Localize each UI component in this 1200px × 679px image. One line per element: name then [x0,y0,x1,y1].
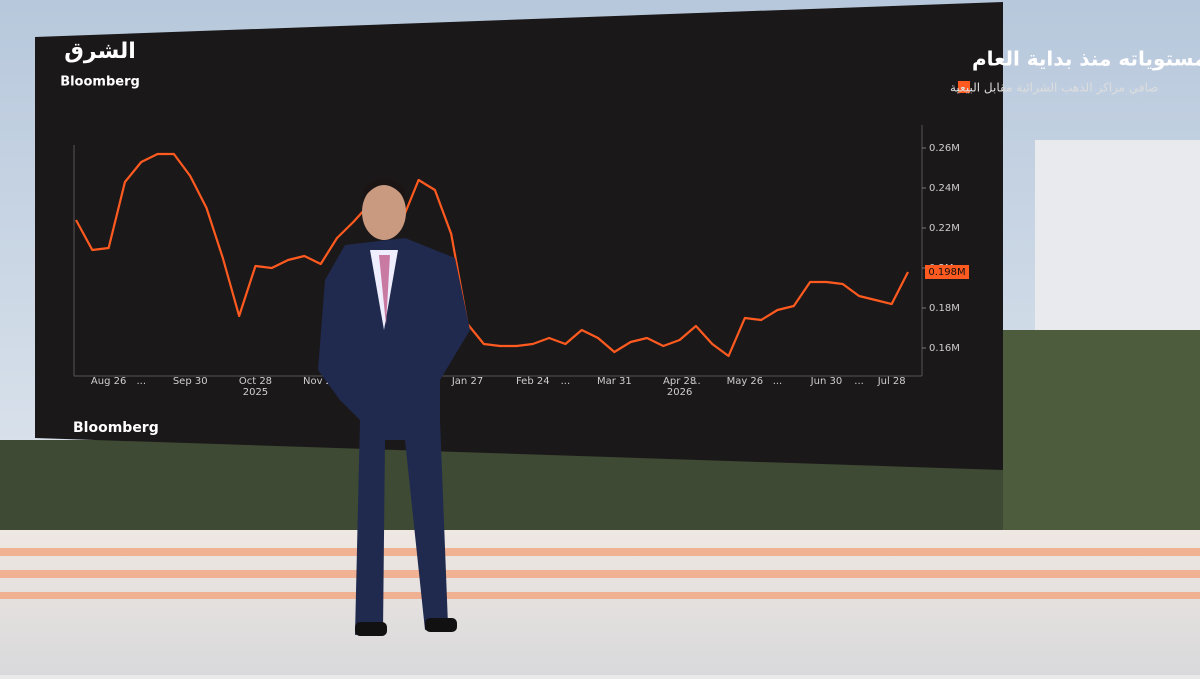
x-tick-label: Oct 28 [239,376,272,387]
x-tick-label: ... [854,376,864,387]
x-tick-label: Jun 30 [810,376,843,387]
last-value-label: 0.198M [928,267,965,278]
x-tick-label: Jan 27 [451,376,483,387]
y-tick-label: 0.24M [929,183,960,194]
y-tick-label: 0.18M [929,303,960,314]
x-tick-label: Jul 28 [877,376,906,387]
x-tick-label: Sep 30 [173,376,208,387]
trees [1003,330,1200,540]
x-tick-label: Apr 28 [663,376,696,387]
legend-swatch [958,81,970,93]
x-year-label: 2025 [243,387,268,398]
brand-partner: Bloomberg [60,75,140,90]
data-line [75,152,909,358]
x-tick-label: Mar 31 [597,376,632,387]
y-tick-label: 0.16M [929,343,960,354]
chart-title: صافي المراكز الشرائية للذهب يقفز لأعلى م… [972,46,1200,72]
x-tick-label: ... [561,376,571,387]
x-tick-label: ... [691,376,701,387]
x-tick-label: May 26 [727,376,764,387]
building [1035,140,1200,360]
brand-logo: الشرق [64,39,136,64]
y-tick-label: 0.26M [929,143,960,154]
x-tick-label: Feb 24 [516,376,550,387]
legend-label: صافي مراكز الذهب الشرائية مقابل البيعية [950,81,1158,96]
x-tick-label: ... [773,376,783,387]
x-tick-label: Nov 25 [303,376,338,387]
y-tick-label: 0.22M [929,223,960,234]
presenter [318,178,470,636]
source: Bloomberg [73,420,159,436]
light-strips [0,548,1200,599]
x-year-label: 2026 [667,387,692,398]
x-tick-label: ... [136,376,146,387]
x-tick-label: Aug 26 [91,376,126,387]
chart-panel [35,2,1003,470]
last-value-box [925,265,969,279]
